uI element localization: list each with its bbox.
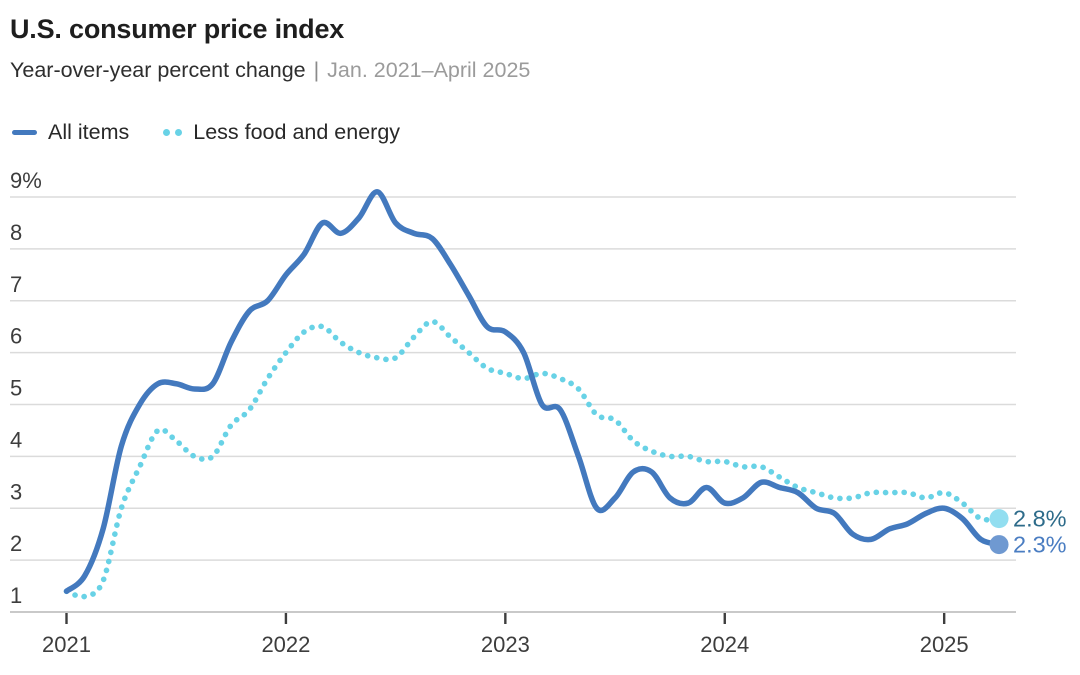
chart-legend: All items Less food and energy [12, 120, 400, 145]
core-cpi-line [63, 318, 1002, 600]
core-end-dot [989, 509, 1009, 529]
all-items-line-swatch-icon [12, 129, 37, 136]
y-tick-label: 9% [10, 168, 42, 193]
y-tick-label: 3 [10, 479, 22, 504]
x-tick-label: 2023 [481, 632, 530, 657]
chart-subtitle: Year-over-year percent change | Jan. 202… [10, 58, 530, 83]
all-items-end-dot [989, 535, 1009, 555]
all-items-end-label: 2.3% [1013, 532, 1067, 558]
y-tick-label: 1 [10, 583, 22, 608]
core-dotted-swatch-icon [163, 129, 183, 136]
x-tick-label: 2025 [920, 632, 969, 657]
subtitle-separator: | [313, 58, 320, 82]
x-tick-label: 2022 [261, 632, 310, 657]
y-tick-label: 5 [10, 376, 22, 401]
y-tick-label: 6 [10, 324, 22, 349]
core-end-label: 2.8% [1013, 506, 1067, 532]
page-title: U.S. consumer price index [10, 14, 345, 44]
legend-label-all-items: All items [48, 120, 130, 144]
legend-item-core: Less food and energy [163, 120, 400, 145]
y-tick-label: 4 [10, 427, 22, 452]
x-tick-label: 2024 [700, 632, 749, 657]
y-tick-label: 2 [10, 531, 22, 556]
subtitle-date-range: Jan. 2021–April 2025 [327, 58, 531, 82]
y-tick-label: 7 [10, 272, 22, 297]
y-tick-label: 8 [10, 220, 22, 245]
x-tick-label: 2021 [42, 632, 91, 657]
legend-label-core: Less food and energy [193, 120, 401, 144]
subtitle-main: Year-over-year percent change [10, 58, 306, 82]
all-items-line [63, 189, 1002, 594]
legend-item-all-items: All items [12, 120, 129, 145]
